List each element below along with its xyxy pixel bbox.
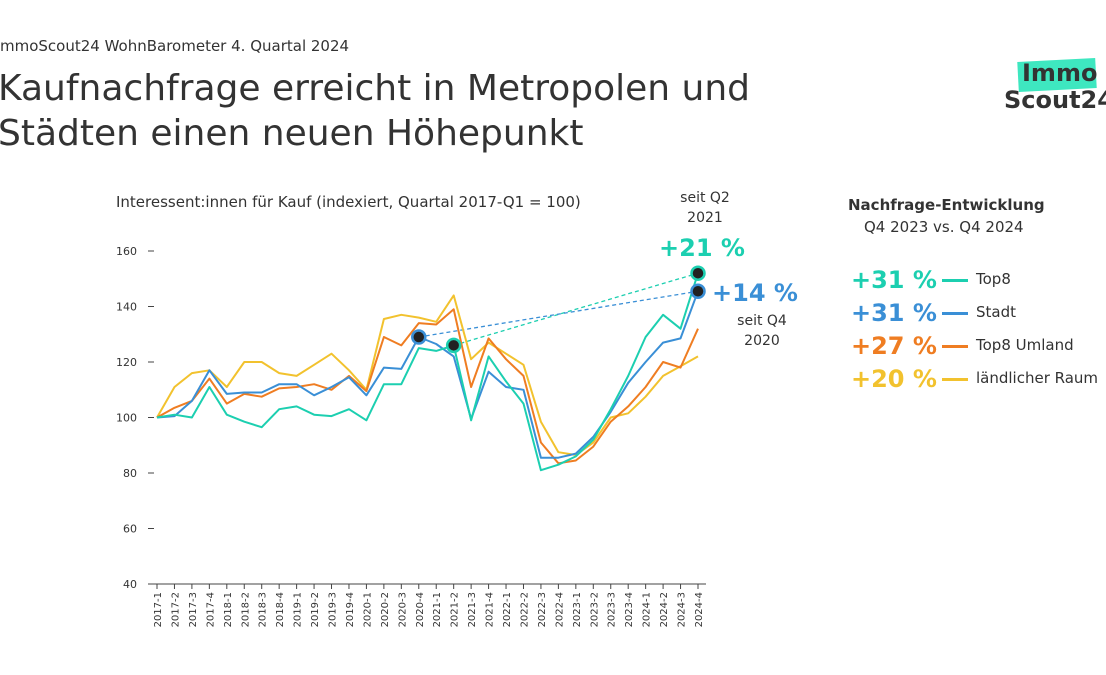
legend-item: +20 % ländlicher Raum (848, 365, 1106, 395)
annotation-connector-0 (453, 272, 699, 346)
x-tick-label: 2022-2 (519, 592, 530, 627)
annotation-mid-pct: +14 % (712, 279, 798, 307)
x-tick-label: 2017-2 (170, 592, 181, 627)
x-tick-label: 2021-4 (485, 592, 496, 627)
x-tick-label: 2021-2 (450, 592, 461, 627)
annotation-mid-since-1: seit Q4 (737, 313, 787, 329)
x-tick-label: 2020-2 (380, 592, 391, 627)
y-tick-label: 160 (116, 245, 137, 258)
x-tick-label: 2018-4 (275, 592, 286, 627)
series-line-3 (156, 294, 699, 456)
legend-subtitle: Q4 2023 vs. Q4 2024 (864, 218, 1024, 236)
series-lines (156, 272, 699, 472)
annotation-top-since-2: 2021 (687, 210, 723, 226)
x-tick-label: 2021-3 (467, 592, 478, 627)
y-tick-label: 60 (123, 523, 137, 536)
legend-item-label: Top8 (976, 270, 1011, 288)
legend-item: +27 % Top8 Umland (848, 332, 1106, 362)
page-title-line-1: Kaufnachfrage erreicht in Metropolen und (0, 68, 751, 109)
logo-line-2: Scout24 (1004, 86, 1106, 114)
legend-item-pct: +27 % (851, 332, 937, 360)
x-tick-label: 2019-3 (328, 592, 339, 627)
x-tick-label: 2018-2 (240, 592, 251, 627)
x-tick-label: 2024-4 (694, 592, 705, 627)
x-tick-label: 2023-1 (572, 592, 583, 627)
y-tick-label: 40 (123, 578, 137, 591)
x-tick-label: 2017-4 (205, 592, 216, 627)
legend-item-swatch (942, 279, 968, 282)
annotation-top-since-1: seit Q2 (680, 190, 730, 206)
x-tick-label: 2019-2 (310, 592, 321, 627)
series-line-2 (156, 308, 699, 465)
annotation-mid-since-2: 2020 (744, 333, 780, 349)
legend: Nachfrage-Entwicklung Q4 2023 vs. Q4 202… (848, 196, 1106, 393)
page-title-line-2: Städten einen neuen Höhepunkt (0, 113, 584, 154)
x-tick-label: 2018-3 (258, 592, 269, 627)
x-tick-label: 2017-1 (153, 592, 164, 627)
legend-item: +31 % Stadt (848, 299, 1106, 329)
x-tick-label: 2022-4 (554, 592, 565, 627)
x-tick-label: 2020-4 (415, 592, 426, 627)
annotation-top-pct: +21 % (659, 234, 745, 262)
page-title: Kaufnachfrage erreicht in Metropolen und… (0, 66, 750, 156)
legend-item-label: Stadt (976, 303, 1016, 321)
highlight-marker-2 (690, 265, 706, 281)
legend-item-swatch (942, 345, 968, 348)
y-tick-label: 100 (116, 412, 137, 425)
highlight-marker-1 (445, 337, 462, 354)
x-tick-label: 2023-2 (589, 592, 600, 627)
report-supertitle: mmoScout24 WohnBarometer 4. Quartal 2024 (0, 37, 350, 55)
legend-item-label: Top8 Umland (976, 336, 1074, 354)
x-tick-label: 2019-4 (345, 592, 356, 627)
y-tick-label: 120 (116, 356, 137, 369)
annotation-connectors (418, 272, 699, 346)
series-line-1 (156, 290, 699, 459)
legend-item: +31 % Top8 (848, 266, 1106, 296)
legend-item-pct: +31 % (851, 266, 937, 294)
legend-item-label: ländlicher Raum (976, 369, 1099, 387)
x-tick-label: 2018-1 (223, 592, 234, 627)
highlight-marker-0 (411, 329, 427, 345)
x-tick-label: 2020-3 (397, 592, 408, 627)
x-tick-label: 2022-3 (537, 592, 548, 627)
legend-item-swatch (942, 378, 968, 381)
series-line-0 (156, 272, 699, 472)
highlight-markers (411, 265, 706, 354)
chart-axes: 40 60 80 100 120 140 160 2017-1 2017-2 2017-3 2017… (116, 245, 706, 627)
chart-title: Interessent:innen für Kauf (indexiert, Q… (116, 193, 581, 211)
legend-title: Nachfrage-Entwicklung (848, 196, 1045, 214)
x-tick-label: 2023-3 (607, 592, 618, 627)
x-tick-label: 2017-3 (188, 592, 199, 627)
x-tick-label: 2022-1 (502, 592, 513, 627)
y-tick-label: 140 (116, 301, 137, 314)
y-tick-label: 80 (123, 467, 137, 480)
x-tick-label: 2020-1 (362, 592, 373, 627)
highlight-marker-3 (690, 283, 706, 299)
x-tick-label: 2019-1 (293, 592, 304, 627)
x-tick-label: 2024-1 (642, 592, 653, 627)
legend-item-pct: +31 % (851, 299, 937, 327)
x-tick-label: 2024-2 (659, 592, 670, 627)
x-tick-label: 2024-3 (677, 592, 688, 627)
legend-item-swatch (942, 312, 968, 315)
legend-item-pct: +20 % (851, 365, 937, 393)
immoscout24-logo: Immo Scout24 (1004, 57, 1106, 116)
logo-line-1: Immo (1022, 59, 1098, 87)
x-tick-label: 2023-4 (624, 592, 635, 627)
x-tick-label: 2021-1 (432, 592, 443, 627)
annotation-connector-1 (418, 290, 699, 338)
